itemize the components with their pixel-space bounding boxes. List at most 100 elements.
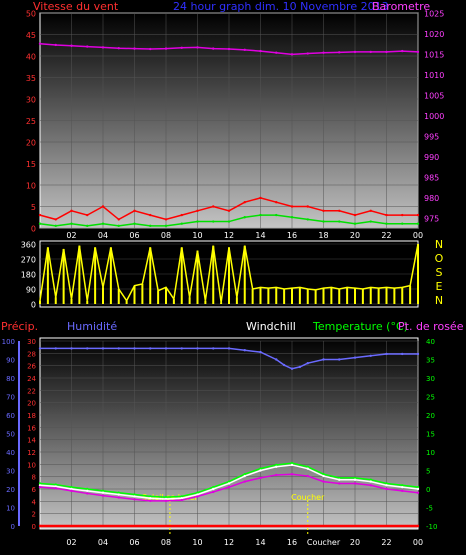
- data-point: [133, 47, 136, 50]
- precip-tick-label: 24: [27, 375, 36, 383]
- x-tick-label: 14: [255, 231, 265, 240]
- direction-bar: [220, 302, 223, 304]
- precip-tick-label: 14: [27, 437, 36, 445]
- data-point: [86, 487, 89, 491]
- data-point: [38, 524, 42, 528]
- direction-bar: [70, 299, 73, 304]
- humidity-tick-label: 60: [6, 412, 15, 420]
- data-point: [133, 209, 136, 212]
- data-point: [259, 469, 262, 472]
- compass-label: N: [435, 294, 443, 307]
- data-point: [227, 220, 231, 223]
- data-point: [227, 47, 231, 51]
- data-point: [275, 473, 278, 477]
- direction-bar: [243, 245, 246, 304]
- data-point: [117, 496, 120, 499]
- direction-bar: [196, 250, 199, 304]
- data-point: [259, 467, 262, 470]
- direction-bar: [39, 300, 41, 304]
- data-point: [275, 213, 278, 217]
- data-point: [401, 222, 404, 225]
- data-point: [353, 50, 357, 54]
- data-point: [212, 485, 215, 489]
- y-tick-label: 0: [31, 301, 36, 310]
- data-point: [243, 349, 246, 352]
- data-point: [70, 347, 73, 350]
- series-group: [38, 42, 420, 228]
- x-tick-label: 20: [350, 231, 360, 240]
- data-point: [70, 209, 73, 212]
- data-point: [86, 213, 89, 217]
- data-point: [212, 47, 215, 50]
- temperature-tick-label: -5: [426, 505, 433, 513]
- data-point: [133, 493, 136, 496]
- data-point: [164, 224, 168, 228]
- precip-tick-label: 8: [32, 474, 36, 482]
- data-point: [54, 487, 57, 490]
- data-point: [117, 47, 120, 50]
- direction-bar: [54, 297, 57, 304]
- data-point: [275, 201, 278, 204]
- left-tick-label: 30: [26, 96, 36, 105]
- data-point: [353, 478, 357, 481]
- data-point: [306, 467, 309, 470]
- data-point: [322, 51, 325, 54]
- left-axis-ticks: 0 5 10 15 20 25 30 35 40 45 50: [26, 10, 36, 234]
- direction-bar: [78, 245, 81, 304]
- data-point: [369, 354, 372, 357]
- data-point: [338, 358, 341, 361]
- right-tick-label: 1000: [424, 112, 444, 121]
- data-point: [243, 480, 246, 483]
- data-point: [298, 365, 302, 369]
- humidity-tick-label: 90: [6, 357, 15, 365]
- x-tick-label: 10: [192, 538, 202, 547]
- data-point: [353, 213, 357, 217]
- temperature-tick-label: 10: [426, 449, 435, 457]
- humidity-tick-label: 50: [6, 431, 15, 439]
- data-point: [416, 352, 420, 356]
- data-point: [180, 347, 183, 350]
- direction-bar: [94, 247, 97, 304]
- x-tick-label: 14: [255, 538, 265, 547]
- direction-bar: [306, 289, 309, 304]
- data-point: [416, 487, 420, 491]
- temperature-axis-ticks: -10 -5 0 5 10 15 20 25 30 35 40: [426, 338, 437, 531]
- data-point: [117, 224, 120, 228]
- data-point: [149, 213, 152, 217]
- data-point: [212, 487, 215, 491]
- dewpoint-label: Pt. de rosée: [398, 320, 464, 333]
- data-point: [338, 476, 341, 480]
- precip-tick-label: 12: [27, 449, 36, 457]
- direction-bar: [212, 245, 215, 304]
- data-point: [322, 474, 325, 478]
- data-point: [369, 484, 372, 487]
- y-axis-ticks: 0 90 180 270 360: [21, 241, 36, 310]
- data-point: [338, 478, 341, 481]
- direction-bar: [385, 287, 388, 304]
- x-axis-ticks: 02 04 06 08 10 12 14 16 18 20 22 00: [66, 231, 423, 240]
- data-point: [243, 48, 246, 52]
- direction-bar: [62, 249, 65, 304]
- data-point: [38, 484, 42, 487]
- right-tick-label: 995: [424, 132, 439, 141]
- data-point: [385, 484, 388, 487]
- data-point: [180, 213, 183, 217]
- direction-bar: [180, 247, 183, 304]
- data-point: [416, 222, 420, 225]
- direction-bar: [298, 287, 301, 304]
- data-point: [385, 213, 388, 217]
- data-point: [290, 53, 294, 56]
- humidity-tick-label: 80: [6, 375, 15, 383]
- direction-bar: [172, 299, 175, 304]
- data-point: [180, 46, 183, 50]
- data-point: [212, 347, 215, 350]
- data-point: [369, 220, 372, 223]
- data-point: [101, 347, 105, 350]
- data-point: [259, 350, 262, 354]
- data-point: [227, 482, 231, 485]
- data-point: [149, 499, 152, 503]
- data-point: [275, 465, 278, 468]
- direction-bar: [141, 284, 144, 304]
- data-point: [117, 347, 120, 350]
